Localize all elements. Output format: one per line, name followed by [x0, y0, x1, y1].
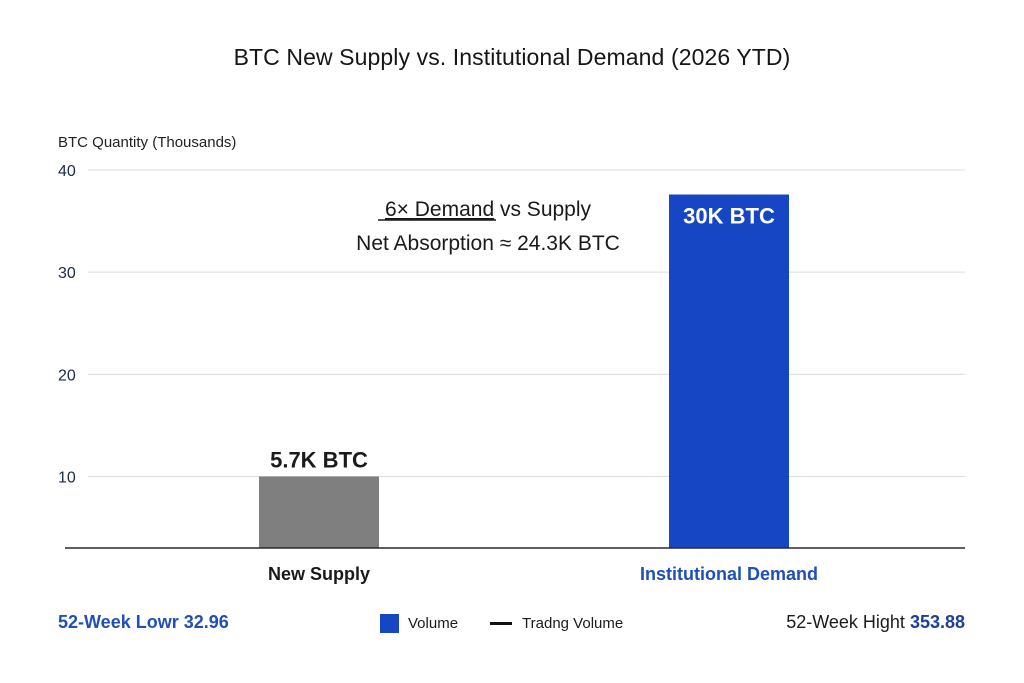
annotation-suffix: vs Supply [494, 198, 591, 221]
bar [259, 476, 379, 548]
y-tick-label: 30 [58, 265, 76, 282]
y-tick-label: 20 [58, 367, 76, 384]
legend-volume-label: Volume [408, 615, 459, 632]
chart-title: BTC New Supply vs. Institutional Demand … [233, 44, 791, 70]
y-tick-label: 40 [58, 163, 76, 180]
annotation-line-2: Net Absorption ≈ 24.3K BTC [356, 232, 620, 255]
annotation-multiplier: 6× [385, 198, 415, 221]
week-high-value: 353.88 [909, 612, 965, 632]
data-label: 5.7K BTC [270, 447, 368, 472]
data-label: 30K BTC [683, 204, 775, 229]
annotation-line-1: 6× Demand vs Supply [385, 198, 592, 221]
y-axis-title: BTC Quantity (Thousands) [58, 134, 236, 151]
legend: Volume Tradng Volume [380, 614, 623, 633]
y-tick-label: 10 [58, 469, 76, 486]
week-high: 52-Week Hight 353.88 [786, 612, 965, 633]
annotation-emphasis: Demand [415, 198, 494, 221]
legend-trading-volume-label: Tradng Volume [522, 615, 624, 632]
bar [669, 194, 789, 548]
week-low-label: 52-Week Lowr 32.96 [58, 612, 229, 632]
x-category-label: New Supply [268, 564, 370, 584]
legend-trading-volume-swatch [490, 622, 513, 625]
legend-volume-swatch [380, 614, 399, 633]
week-high-label: 52-Week Hight [786, 612, 905, 632]
x-category-label: Institutional Demand [640, 564, 818, 584]
